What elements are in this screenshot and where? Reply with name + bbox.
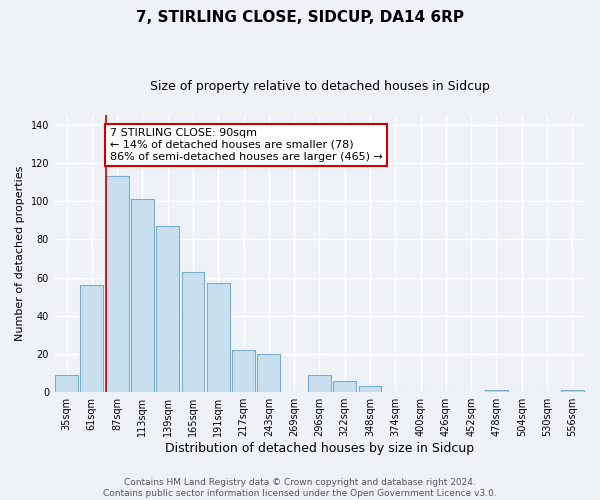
Bar (106, 176, 128, 392)
Text: Contains HM Land Registry data © Crown copyright and database right 2024.
Contai: Contains HM Land Registry data © Crown c… (103, 478, 497, 498)
Bar (308, 375, 331, 392)
Bar (131, 199, 154, 392)
Bar (334, 380, 356, 392)
Text: 7 STIRLING CLOSE: 90sqm
← 14% of detached houses are smaller (78)
86% of semi-de: 7 STIRLING CLOSE: 90sqm ← 14% of detache… (110, 128, 382, 162)
Bar (257, 354, 280, 392)
Bar (485, 390, 508, 392)
Bar (80, 285, 103, 392)
X-axis label: Distribution of detached houses by size in Sidcup: Distribution of detached houses by size … (165, 442, 474, 455)
Text: 7, STIRLING CLOSE, SIDCUP, DA14 6RP: 7, STIRLING CLOSE, SIDCUP, DA14 6RP (136, 10, 464, 25)
Bar (157, 226, 179, 392)
Bar (182, 272, 205, 392)
Bar (207, 283, 230, 392)
Y-axis label: Number of detached properties: Number of detached properties (15, 166, 25, 342)
Bar (359, 386, 382, 392)
Bar (561, 390, 584, 392)
Bar (55, 375, 78, 392)
Bar (232, 350, 255, 392)
Title: Size of property relative to detached houses in Sidcup: Size of property relative to detached ho… (149, 80, 490, 93)
